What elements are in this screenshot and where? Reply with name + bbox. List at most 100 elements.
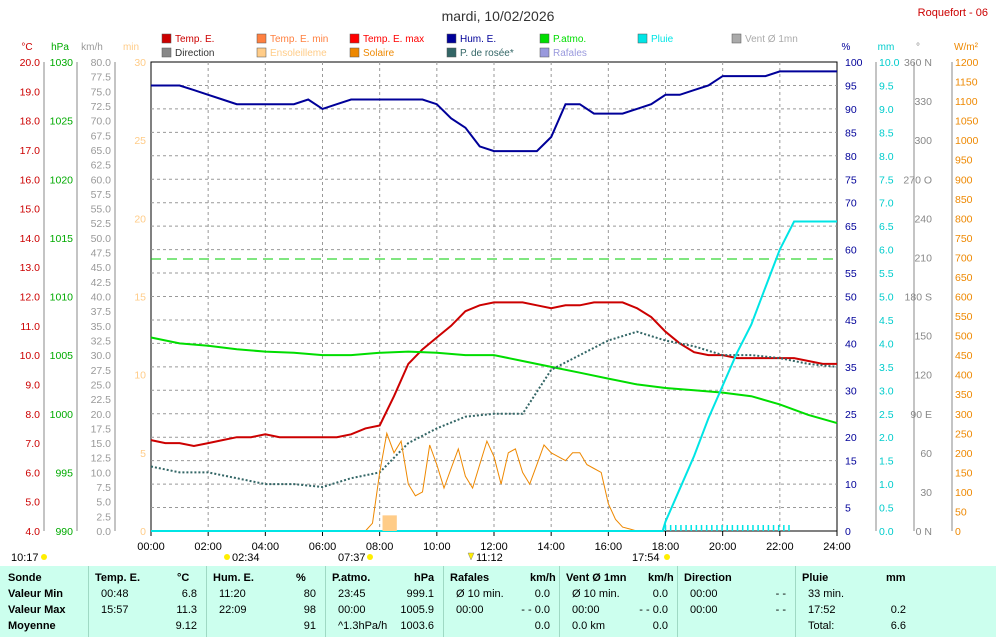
- moon-icon: [224, 554, 230, 560]
- row-header-max: Valeur Max: [8, 604, 66, 616]
- temp-tick-label: 8.0: [25, 409, 40, 421]
- direction-tick-label: 270 O: [903, 174, 932, 186]
- direction-tick-label: 120: [914, 370, 932, 382]
- humidity-tick-label: 50: [845, 292, 857, 304]
- noon-time: 11:12: [476, 552, 503, 564]
- legend-label: Rafales: [553, 48, 587, 59]
- humidity-tick-label: 15: [845, 456, 857, 468]
- wind-tick-label: 47.5: [91, 248, 112, 260]
- solar-tick-label: 500: [955, 331, 973, 343]
- moon-icon: [41, 554, 47, 560]
- temp-tick-label: 9.0: [25, 379, 40, 391]
- table-column-header: Pluie: [802, 572, 829, 584]
- rain-tick-label: 8.5: [879, 127, 894, 139]
- solar-tick-label: 900: [955, 174, 973, 186]
- temp-tick-label: 17.0: [20, 145, 41, 157]
- table-cell-time: 0.0 km: [572, 620, 606, 632]
- humidity-tick-label: 30: [845, 385, 857, 397]
- series-line-pluie: [151, 220, 837, 532]
- table-column-header: Hum. E.: [213, 572, 254, 584]
- table-column-header: Direction: [684, 572, 732, 584]
- weather-chart: mardi, 10/02/2026 Roquefort - 06 Temp. E. T…: [11, 7, 988, 564]
- wind-tick-label: 12.5: [91, 453, 112, 465]
- table-cell-value: 1003.6: [400, 620, 434, 632]
- table-column-unit: hPa: [414, 572, 435, 584]
- wind-tick-label: 62.5: [91, 160, 112, 172]
- temp-tick-label: 15.0: [20, 204, 41, 216]
- wind-tick-label: 75.0: [91, 86, 112, 98]
- pressure-tick-label: 1030: [50, 57, 74, 69]
- table-cell-value: 0.0: [652, 588, 668, 600]
- noon-icon: [467, 552, 475, 561]
- series-line-solaire: [365, 431, 652, 532]
- legend-swatch: [161, 47, 172, 58]
- table-column-unit: °C: [177, 572, 190, 584]
- x-tick-label: 02:00: [194, 541, 222, 553]
- table-cell-value: 91: [303, 620, 316, 632]
- wind-tick-label: 22.5: [91, 394, 112, 406]
- row-header-min: Valeur Min: [8, 588, 64, 600]
- table-column-unit: mm: [886, 572, 906, 584]
- rain-tick-label: 2.5: [879, 409, 894, 421]
- wind-tick-label: 27.5: [91, 365, 112, 377]
- table-column: Direction 00:00 - - 00:00 - -: [677, 566, 786, 637]
- axis-unit-label: mm: [878, 42, 895, 53]
- sun-tick-label: 20: [134, 213, 146, 225]
- direction-tick-label: 240: [914, 213, 932, 225]
- temp-tick-label: 14.0: [20, 233, 41, 245]
- legend-swatch: [446, 33, 457, 44]
- x-tick-label: 20:00: [709, 541, 737, 553]
- pressure-tick-label: 1005: [50, 350, 74, 362]
- x-tick-label: 00:00: [137, 541, 165, 553]
- solar-tick-label: 200: [955, 448, 973, 460]
- table-cell-time: 00:00: [572, 604, 600, 616]
- rain-tick-label: 1.0: [879, 479, 894, 491]
- table-cell-value: 6.6: [890, 620, 906, 632]
- temp-tick-label: 7.0: [25, 438, 40, 450]
- solar-tick-label: 1100: [955, 96, 978, 108]
- legend-label: Vent Ø 1mn: [745, 34, 798, 45]
- legend-swatch: [349, 47, 360, 58]
- sun-tick-label: 0: [140, 526, 146, 538]
- pressure-tick-label: 1020: [50, 174, 74, 186]
- rain-tick-label: 9.5: [879, 80, 894, 92]
- humidity-tick-label: 95: [845, 80, 857, 92]
- wind-tick-label: 70.0: [91, 116, 112, 128]
- wind-tick-label: 2.5: [96, 511, 111, 523]
- table-column: Hum. E.% 11:20 80 22:09 98 91: [206, 566, 316, 637]
- table-cell-value: 98: [303, 604, 316, 616]
- solar-tick-label: 300: [955, 409, 973, 421]
- temp-tick-label: 10.0: [20, 350, 41, 362]
- legend-label: Temp. E. min: [270, 34, 328, 45]
- axis-unit-label: °C: [21, 42, 32, 53]
- moonset-time: 10:17: [11, 552, 39, 564]
- solar-tick-label: 150: [955, 467, 973, 479]
- temp-tick-label: 13.0: [20, 262, 41, 274]
- direction-tick-label: 90 E: [910, 409, 932, 421]
- x-tick-label: 06:00: [309, 541, 337, 553]
- series-line-p-atmo-: [150, 336, 838, 425]
- table-cell-time: 00:00: [456, 604, 484, 616]
- temp-tick-label: 18.0: [20, 116, 41, 128]
- wind-tick-label: 7.5: [96, 482, 111, 494]
- solar-tick-label: 750: [955, 233, 973, 245]
- x-tick-label: 24:00: [823, 541, 851, 553]
- wind-tick-label: 40.0: [91, 292, 112, 304]
- table-column-unit: km/h: [530, 572, 556, 584]
- solar-tick-label: 250: [955, 428, 973, 440]
- wind-tick-label: 57.5: [91, 189, 112, 201]
- rain-tick-label: 7.5: [879, 174, 894, 186]
- rain-tick-label: 5.5: [879, 268, 894, 280]
- table-cell-time: 00:00: [338, 604, 366, 616]
- table-cell-time: 15:57: [101, 604, 129, 616]
- table-column-unit: %: [296, 572, 306, 584]
- humidity-tick-label: 85: [845, 127, 857, 139]
- legend-swatch: [349, 33, 360, 44]
- axis-unit-label: km/h: [81, 42, 103, 53]
- x-tick-label: 12:00: [480, 541, 508, 553]
- x-tick-label: 08:00: [366, 541, 394, 553]
- pressure-tick-label: 1010: [50, 292, 74, 304]
- legend-label: Pluie: [651, 34, 674, 45]
- table-cell-value: - -: [775, 588, 786, 600]
- sun-icon: [664, 554, 670, 560]
